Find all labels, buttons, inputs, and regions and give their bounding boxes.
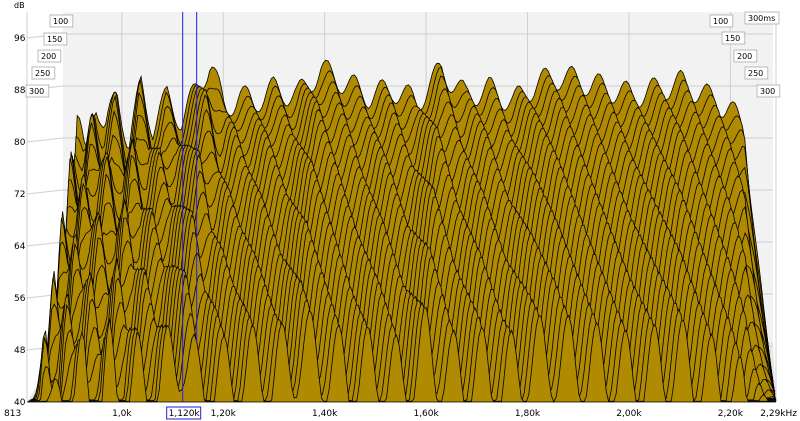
x-tick-label: 2,29kHz bbox=[760, 409, 797, 419]
x-tick-label: 2,00k bbox=[616, 409, 642, 419]
y-tick-label: 72 bbox=[14, 190, 25, 200]
time-slice-label: 300ms bbox=[748, 14, 775, 23]
time-slice-label: 200 bbox=[41, 52, 56, 61]
time-slice-label: 300 bbox=[29, 87, 44, 96]
x-tick-labels: 813 1,0k 1,20k 1,40k 1,60k 1,80k 2,00k 2,20k 2,2… bbox=[4, 409, 797, 419]
time-slice-label: 250 bbox=[35, 69, 50, 78]
decay-slices bbox=[27, 59, 777, 404]
time-slice-label-box bbox=[37, 49, 62, 63]
time-slice-label: 150 bbox=[725, 34, 740, 43]
cursor-readout-label: 1,120k bbox=[169, 409, 201, 419]
time-slice-label-box bbox=[733, 49, 758, 63]
time-slice-label: 300 bbox=[760, 87, 775, 96]
time-slice-label-box bbox=[25, 84, 50, 98]
x-tick-label: 813 bbox=[4, 409, 21, 419]
time-slice-label: 150 bbox=[47, 35, 62, 44]
grid-line-diag bbox=[26, 189, 64, 195]
x-tick-label: 1,40k bbox=[312, 409, 338, 419]
time-slice-label-box bbox=[49, 14, 74, 28]
time-slice-label: 100 bbox=[53, 17, 68, 26]
x-tick-label: 1,60k bbox=[413, 409, 439, 419]
time-slice-label: 250 bbox=[748, 69, 763, 78]
y-tick-label: 80 bbox=[14, 138, 26, 148]
time-slice-label-box bbox=[744, 11, 780, 25]
time-slice-labels: 100 150 200 250 300 100 300ms 150 200 250 300 bbox=[25, 11, 781, 98]
cursor[interactable] bbox=[182, 12, 198, 402]
y-unit-label: dB bbox=[14, 1, 25, 10]
time-slice-label-box bbox=[43, 32, 68, 46]
time-slice-label-box bbox=[744, 66, 769, 80]
y-tick-label: 96 bbox=[14, 34, 26, 44]
decay-slice bbox=[27, 307, 776, 404]
x-tick-label: 1,0k bbox=[112, 409, 132, 419]
x-tick-label: 1,80k bbox=[515, 409, 541, 419]
y-tick-label: 48 bbox=[14, 346, 26, 356]
time-slice-label-box bbox=[31, 66, 56, 80]
time-slice-label-box bbox=[709, 14, 734, 28]
axis-labels: dB bbox=[14, 1, 25, 10]
x-tick-label: 1,20k bbox=[211, 409, 237, 419]
time-slice-label: 200 bbox=[737, 52, 752, 61]
grid-line-diag bbox=[26, 241, 64, 247]
y-tick-label: 88 bbox=[14, 86, 26, 96]
y-tick-label: 40 bbox=[14, 398, 26, 408]
cursor-readout[interactable]: 1,120k bbox=[166, 406, 202, 420]
grid-line-diag bbox=[26, 137, 64, 143]
x-tick-label: 2,20k bbox=[718, 409, 744, 419]
y-tick-label: 56 bbox=[14, 294, 26, 304]
cursor-readout-box[interactable] bbox=[166, 406, 202, 420]
time-slice-label: 100 bbox=[713, 17, 728, 26]
time-slice-label-box bbox=[756, 84, 781, 98]
y-tick-labels: 96 88 80 72 64 56 48 40 bbox=[14, 34, 26, 408]
time-slice-label-box bbox=[721, 31, 746, 45]
y-tick-label: 64 bbox=[14, 242, 26, 252]
